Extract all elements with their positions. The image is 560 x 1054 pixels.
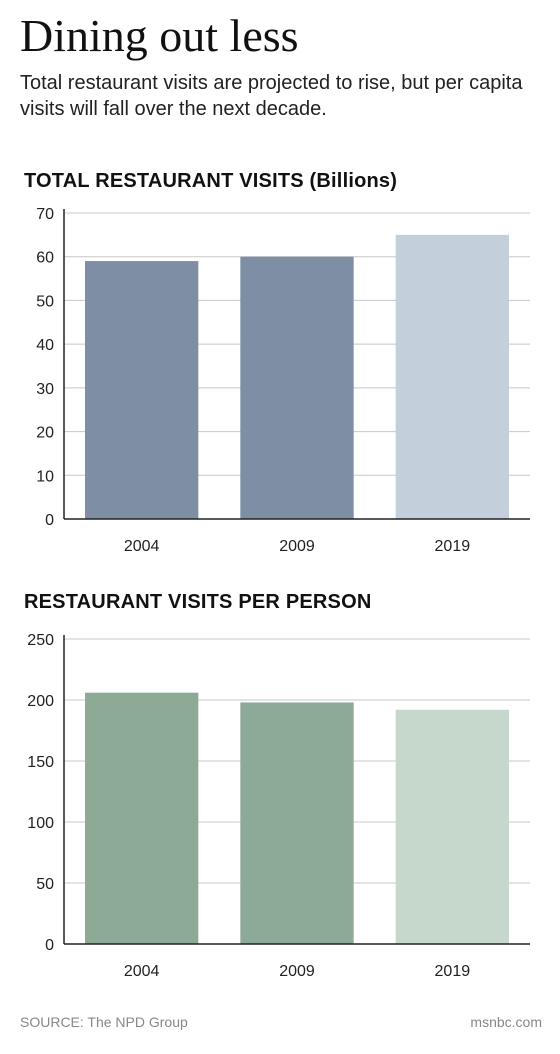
credit-label: msnbc.com <box>470 1014 542 1030</box>
bar-2004 <box>85 692 199 944</box>
y-tick-label: 10 <box>36 468 54 485</box>
x-tick-label: 2009 <box>279 963 315 980</box>
total-visits-chart: 0 10 20 30 40 50 60 70 2004 2009 2019 <box>36 206 530 555</box>
visits-per-person-chart: 0 50 100 150 200 250 2004 2009 2019 <box>27 632 530 980</box>
y-tick-label: 0 <box>45 512 54 529</box>
x-tick-label: 2004 <box>124 538 160 555</box>
chart-title-visits-per-person: RESTAURANT VISITS PER PERSON <box>24 591 372 613</box>
bar-2019 <box>395 234 509 519</box>
y-tick-label: 40 <box>36 337 54 354</box>
y-tick-label: 200 <box>27 693 54 710</box>
source-note: SOURCE: The NPD Group <box>20 1014 188 1030</box>
bar-2009 <box>240 702 354 944</box>
chart-title-total-visits: TOTAL RESTAURANT VISITS (Billions) <box>24 170 398 192</box>
y-tick-label: 30 <box>36 381 54 398</box>
bar-2009 <box>240 256 354 519</box>
x-tick-label: 2019 <box>435 538 471 555</box>
y-tick-label: 70 <box>36 206 54 223</box>
y-tick-label: 250 <box>27 632 54 649</box>
bar-2019 <box>395 709 509 944</box>
page-title: Dining out less <box>20 10 299 61</box>
y-tick-label: 150 <box>27 754 54 771</box>
y-tick-label: 60 <box>36 250 54 267</box>
y-tick-label: 50 <box>36 876 54 893</box>
y-tick-label: 50 <box>36 293 54 310</box>
y-tick-label: 0 <box>45 937 54 954</box>
x-tick-label: 2019 <box>435 963 471 980</box>
x-tick-label: 2009 <box>279 538 315 555</box>
page-subtitle: Total restaurant visits are projected to… <box>20 72 523 120</box>
y-tick-label: 20 <box>36 425 54 442</box>
bar-2004 <box>85 261 199 519</box>
x-tick-label: 2004 <box>124 963 160 980</box>
y-tick-label: 100 <box>27 815 54 832</box>
